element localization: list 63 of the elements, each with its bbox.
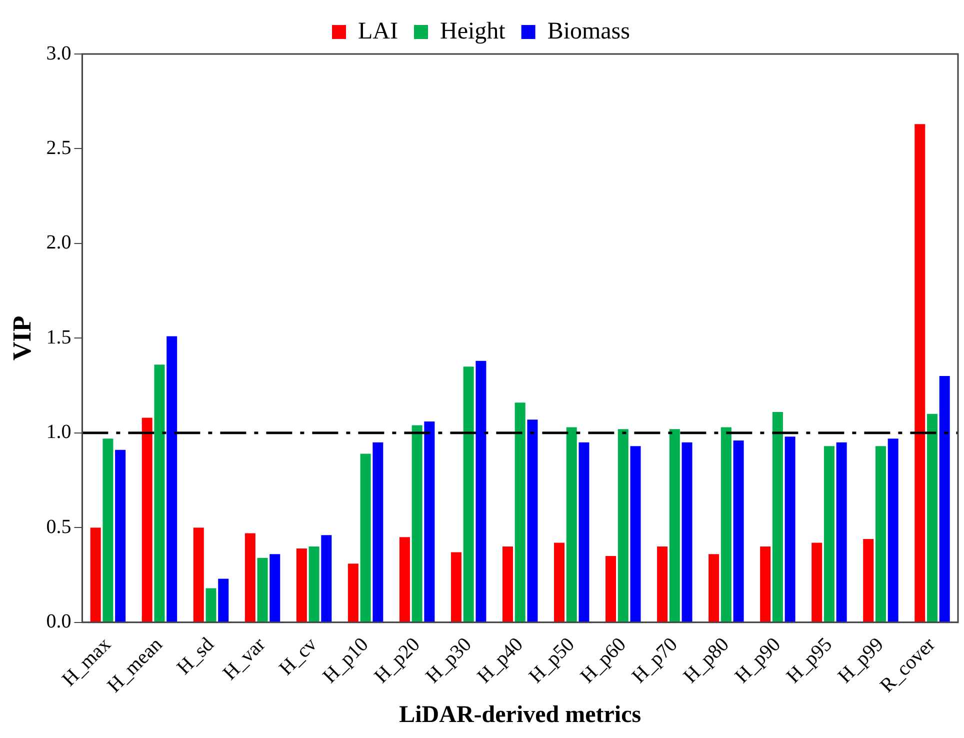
y-tick-label: 0.5 — [46, 516, 72, 538]
bar — [863, 538, 874, 622]
bar — [154, 364, 165, 622]
bar — [372, 442, 384, 622]
bar — [257, 558, 268, 622]
bar — [772, 412, 783, 622]
bar — [296, 548, 307, 622]
bar — [308, 546, 320, 622]
bar — [618, 429, 628, 622]
bar — [450, 552, 462, 622]
bar — [630, 446, 641, 622]
bar — [875, 446, 886, 622]
bar — [206, 588, 216, 622]
bar — [720, 427, 732, 622]
y-axis-title: VIP — [7, 316, 36, 361]
y-tick-label: 0.0 — [46, 610, 72, 633]
bar — [399, 537, 410, 622]
bar — [760, 546, 771, 622]
bar — [914, 124, 926, 622]
bar — [502, 546, 513, 622]
y-tick-label: 1.5 — [46, 326, 72, 348]
bar — [812, 542, 822, 622]
x-axis-title: LiDAR-derived metrics — [399, 702, 642, 728]
bar — [115, 450, 126, 622]
bar — [348, 564, 358, 622]
bar — [888, 438, 898, 622]
bar — [939, 376, 950, 622]
bar — [926, 414, 938, 622]
y-tick-label: 2.5 — [46, 136, 72, 159]
legend-label: Biomass — [547, 18, 630, 44]
bar — [142, 418, 152, 622]
bar — [193, 528, 204, 622]
bar — [836, 442, 847, 622]
bar — [514, 402, 526, 622]
bar — [102, 438, 114, 622]
bar — [527, 420, 538, 622]
bar — [463, 366, 474, 622]
bar — [218, 578, 229, 622]
bar — [424, 422, 435, 622]
legend-label: LAI — [358, 18, 398, 44]
y-tick-label: 1.0 — [46, 421, 72, 444]
bar — [824, 446, 834, 622]
bar — [554, 542, 565, 622]
bar — [682, 442, 692, 622]
legend-label: Height — [440, 18, 506, 44]
bar — [90, 528, 101, 622]
bar — [669, 429, 680, 622]
bar — [733, 440, 744, 622]
bar — [166, 336, 178, 622]
bar — [321, 535, 332, 622]
bar — [476, 360, 486, 622]
bar — [244, 533, 256, 622]
y-tick-label: 2.0 — [46, 232, 72, 254]
y-tick-label: 3.0 — [46, 42, 72, 64]
bar — [412, 425, 422, 622]
bar — [606, 556, 616, 622]
bar — [360, 454, 371, 622]
bar — [578, 442, 590, 622]
bar — [784, 436, 796, 622]
bar — [657, 546, 668, 622]
bar — [708, 554, 720, 622]
bar — [270, 554, 280, 622]
bar — [566, 427, 577, 622]
